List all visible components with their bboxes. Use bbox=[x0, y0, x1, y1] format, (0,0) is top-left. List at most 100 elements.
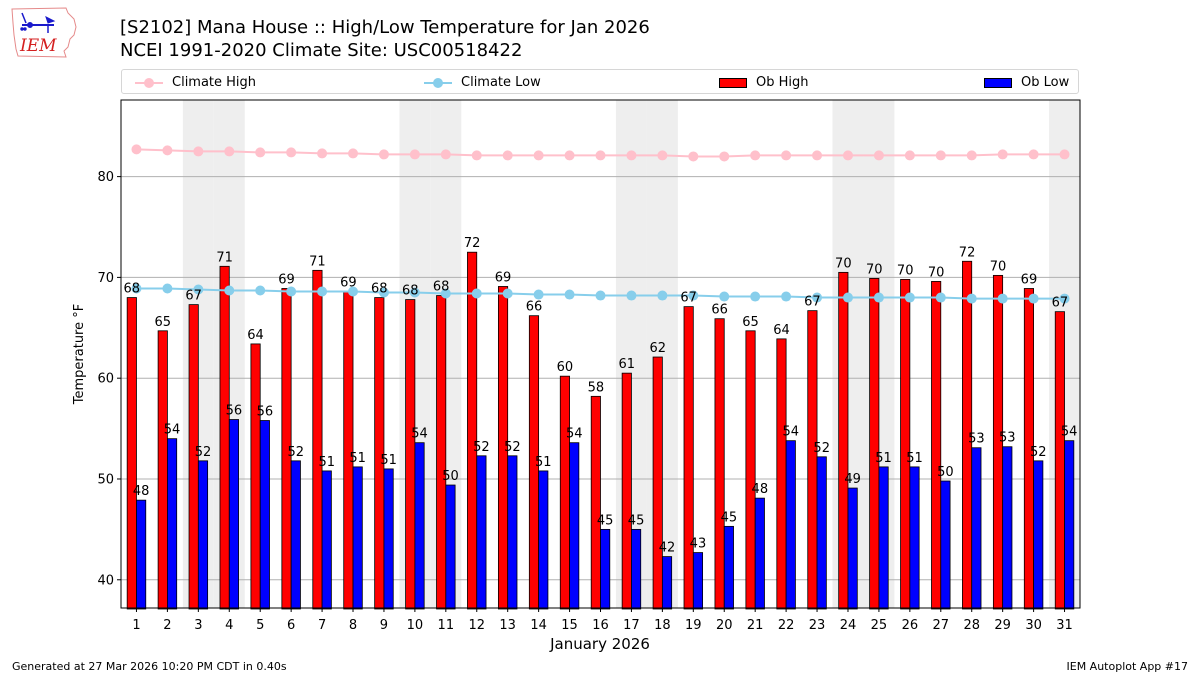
ob-low-label: 51 bbox=[380, 453, 397, 468]
ob-high-bar bbox=[745, 330, 756, 610]
climate-low-swatch-icon bbox=[424, 77, 452, 89]
x-tick-label: 24 bbox=[840, 618, 857, 633]
climate-low-point bbox=[595, 290, 606, 301]
ob-high-bar bbox=[374, 297, 385, 610]
x-tick-label: 19 bbox=[685, 618, 702, 633]
ob-high-label: 71 bbox=[309, 254, 326, 269]
climate-high-point bbox=[626, 150, 637, 161]
y-axis-label: Temperature °F bbox=[72, 304, 87, 405]
climate-low-point bbox=[440, 288, 451, 299]
x-tick-label: 4 bbox=[225, 618, 233, 633]
ob-high-label: 69 bbox=[495, 270, 512, 285]
ob-low-bar bbox=[414, 442, 425, 610]
ob-high-bar bbox=[1023, 288, 1034, 610]
climate-low-point bbox=[502, 288, 513, 299]
ob-low-bar bbox=[785, 440, 796, 610]
ob-high-label: 68 bbox=[124, 282, 141, 297]
x-tick-label: 18 bbox=[654, 618, 671, 633]
x-tick-label: 25 bbox=[871, 618, 888, 633]
climate-high-point bbox=[440, 149, 451, 160]
x-tick-label: 8 bbox=[349, 618, 357, 633]
y-tick-label: 60 bbox=[97, 372, 114, 387]
ob-low-label: 45 bbox=[721, 510, 738, 525]
climate-high-point bbox=[1028, 149, 1039, 160]
ob-high-bar bbox=[312, 269, 323, 610]
climate-high-point bbox=[688, 151, 699, 162]
legend-label: Ob High bbox=[756, 75, 809, 90]
climate-high-point bbox=[935, 150, 946, 161]
ob-low-label: 52 bbox=[813, 441, 830, 456]
ob-high-bar bbox=[776, 338, 787, 610]
ob-low-bar bbox=[878, 466, 889, 610]
climate-high-point bbox=[657, 150, 668, 161]
x-tick-label: 5 bbox=[256, 618, 264, 633]
x-tick-label: 6 bbox=[287, 618, 295, 633]
ob-high-label: 69 bbox=[278, 272, 295, 287]
climate-low-point bbox=[626, 290, 637, 301]
ob-low-swatch-icon bbox=[984, 77, 1012, 88]
x-tick-label: 1 bbox=[132, 618, 140, 633]
weekend-shade bbox=[863, 100, 895, 608]
ob-high-bar bbox=[992, 274, 1004, 610]
x-tick-label: 16 bbox=[592, 618, 609, 633]
ob-high-bar bbox=[838, 271, 849, 610]
climate-high-point bbox=[131, 144, 142, 155]
ob-high-label: 65 bbox=[742, 315, 759, 330]
ob-low-bar bbox=[1064, 440, 1075, 610]
ob-low-bar bbox=[167, 438, 178, 610]
ob-high-bar bbox=[962, 260, 973, 610]
climate-high-point bbox=[348, 148, 359, 159]
ob-high-label: 70 bbox=[897, 263, 914, 278]
climate-high-point bbox=[162, 145, 173, 156]
ob-high-label: 66 bbox=[526, 300, 543, 315]
weekend-shade bbox=[399, 100, 431, 608]
climate-high-point bbox=[873, 150, 884, 161]
ob-high-bar bbox=[436, 295, 447, 610]
ob-low-bar bbox=[321, 470, 332, 610]
ob-high-label: 69 bbox=[1021, 272, 1038, 287]
climate-high-point bbox=[378, 149, 389, 160]
ob-low-label: 50 bbox=[442, 469, 459, 484]
climate-low-point bbox=[317, 286, 328, 297]
ob-high-bar bbox=[559, 375, 570, 610]
ob-low-label: 52 bbox=[473, 440, 490, 455]
climate-high-point bbox=[409, 149, 420, 160]
ob-high-label: 65 bbox=[154, 315, 171, 330]
climate-low-point bbox=[224, 285, 235, 296]
ob-low-label: 42 bbox=[659, 541, 676, 556]
x-tick-label: 28 bbox=[963, 618, 980, 633]
weekend-shade bbox=[182, 100, 214, 608]
y-tick-label: 70 bbox=[97, 271, 114, 286]
climate-low-point bbox=[564, 289, 575, 300]
chart-subtitle: NCEI 1991-2020 Climate Site: USC00518422 bbox=[120, 40, 523, 61]
climate-high-point bbox=[781, 150, 792, 161]
ob-high-bar bbox=[807, 310, 818, 610]
weekend-shade bbox=[832, 100, 864, 608]
ob-low-bar bbox=[661, 556, 673, 610]
ob-high-bar bbox=[497, 286, 509, 610]
legend-label: Climate Low bbox=[461, 75, 541, 90]
climate-high-point bbox=[812, 150, 823, 161]
climate-low-point bbox=[750, 291, 761, 302]
climate-high-point bbox=[1059, 149, 1070, 160]
x-tick-label: 29 bbox=[994, 618, 1011, 633]
ob-high-label: 60 bbox=[557, 360, 574, 375]
x-tick-label: 26 bbox=[902, 618, 919, 633]
ob-high-bar bbox=[250, 343, 261, 610]
climate-high-point bbox=[966, 150, 977, 161]
x-tick-label: 10 bbox=[407, 618, 424, 633]
legend-label: Climate High bbox=[172, 75, 257, 90]
climate-low-point bbox=[812, 292, 823, 303]
climate-low-point bbox=[162, 283, 173, 294]
x-tick-label: 2 bbox=[163, 618, 171, 633]
x-tick-label: 15 bbox=[561, 618, 578, 633]
ob-high-bar bbox=[869, 278, 880, 610]
x-tick-label: 20 bbox=[716, 618, 733, 633]
climate-high-line bbox=[136, 148, 1065, 158]
ob-high-label: 67 bbox=[1052, 296, 1069, 311]
ob-low-label: 52 bbox=[195, 445, 212, 460]
climate-high-point bbox=[193, 146, 204, 157]
app-credit: IEM Autoplot App #17 bbox=[1066, 660, 1189, 673]
climate-high-point bbox=[533, 150, 544, 161]
x-tick-label: 23 bbox=[809, 618, 826, 633]
